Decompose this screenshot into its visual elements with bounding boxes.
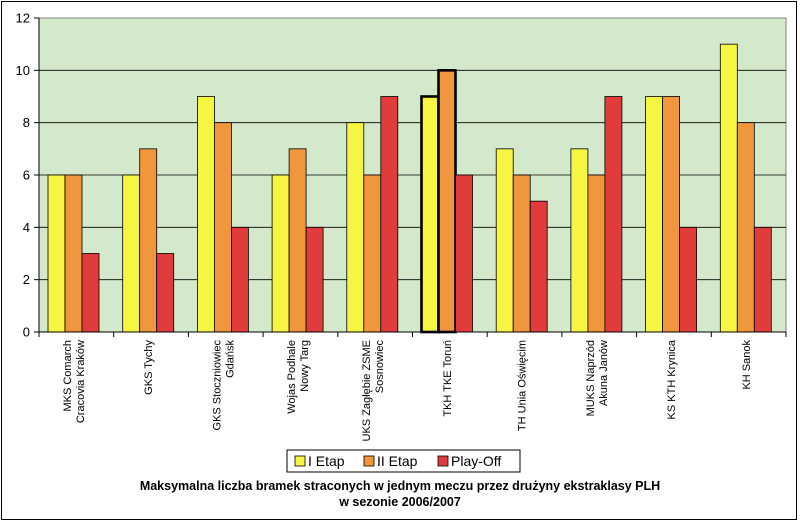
bar <box>196 96 215 333</box>
category-label: GKS Stoczniowiec <box>211 340 223 431</box>
bar <box>213 122 232 333</box>
bar <box>363 174 382 333</box>
bar <box>47 174 66 333</box>
category-label: Akuna Janów <box>598 340 610 406</box>
bar <box>420 95 440 334</box>
bar <box>587 174 606 333</box>
category-label: GKS Tychy <box>143 340 155 395</box>
x-axis: MKS Comarch Cracovia Kraków GKS Tychy GKS S… <box>38 331 787 441</box>
bar <box>230 226 249 333</box>
category-label: UKS Zagłębie ZSME <box>361 340 373 441</box>
y-tick-label: 4 <box>23 220 30 235</box>
bar <box>81 253 100 333</box>
bar <box>288 148 307 333</box>
bar <box>139 148 158 333</box>
bar <box>512 174 531 333</box>
y-tick-label: 6 <box>23 168 30 183</box>
bar <box>662 96 680 333</box>
category-label: Cracovia Kraków <box>75 340 87 423</box>
legend-label: I Etap <box>308 453 345 469</box>
bar <box>437 69 457 334</box>
y-tick-label: 10 <box>16 63 30 78</box>
chart-title: Maksymalna liczba bramek straconych w je… <box>140 479 660 509</box>
bar <box>570 148 589 333</box>
legend-label: II Etap <box>377 453 418 469</box>
bar <box>305 226 324 333</box>
legend-box <box>286 449 521 473</box>
bar <box>455 174 473 333</box>
category-label: MUKS Naprzód <box>585 340 597 416</box>
category-label: TH Unia Oświęcim <box>517 340 529 431</box>
y-tick-label: 8 <box>23 115 30 130</box>
bar <box>604 96 623 333</box>
category-label: Gdańsk <box>224 340 236 378</box>
category-label: TKH TKE Toruń <box>442 340 454 417</box>
bar <box>719 43 738 333</box>
bar <box>271 174 290 333</box>
bar <box>156 253 175 333</box>
y-tick-label: 0 <box>23 325 30 340</box>
y-axis: 0 2 4 6 8 10 12 <box>16 11 40 340</box>
legend-label: Play-Off <box>451 453 501 469</box>
y-tick-label: 12 <box>16 11 30 26</box>
bar <box>346 122 365 333</box>
legend-swatch <box>294 455 306 467</box>
category-label: Wojas Podhale <box>286 340 298 414</box>
category-label: KS KTH Krynica <box>666 339 678 419</box>
bar <box>122 174 141 333</box>
category-label: MKS Comarch <box>62 340 74 412</box>
legend-swatch <box>437 455 449 467</box>
legend-swatch <box>363 455 375 467</box>
category-label: Sosnowiec <box>374 340 386 394</box>
chart-title-line: w sezonie 2006/2007 <box>338 495 461 509</box>
bar <box>753 226 772 333</box>
chart-title-line: Maksymalna liczba bramek straconych w je… <box>140 479 660 493</box>
bars <box>47 43 772 334</box>
bar <box>645 96 663 333</box>
bar <box>529 200 548 333</box>
bar <box>64 174 83 333</box>
category-label: KH Sanok <box>741 340 753 390</box>
y-tick-label: 2 <box>23 272 30 287</box>
category-label: Nowy Targ <box>299 340 311 392</box>
bar <box>679 226 697 333</box>
bar <box>736 122 755 333</box>
legend: I Etap II Etap Play-Off <box>286 449 521 473</box>
bar <box>495 148 514 333</box>
bar <box>380 96 399 333</box>
